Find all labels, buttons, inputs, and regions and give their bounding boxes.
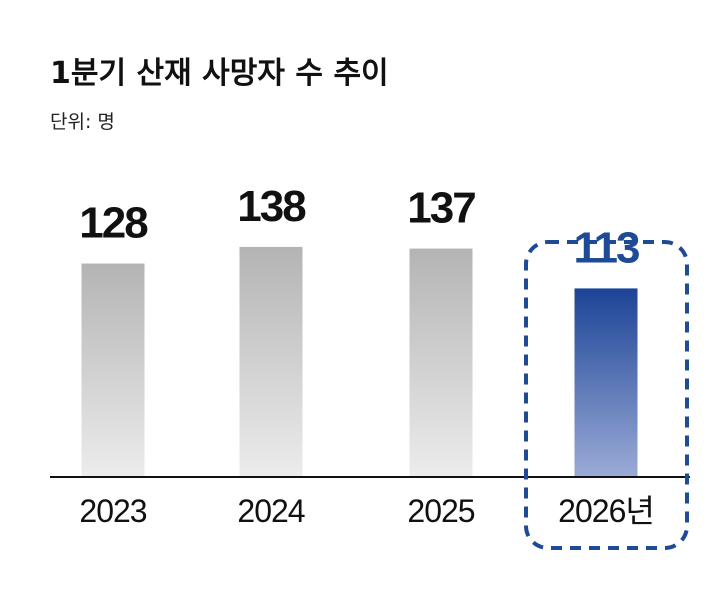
value-label-1: 128 xyxy=(79,199,148,248)
bar-4 xyxy=(574,288,638,476)
bar-2 xyxy=(239,246,303,476)
highlight-box xyxy=(524,240,689,550)
bar-1 xyxy=(81,263,145,476)
x-tick-label-1: 2023 xyxy=(79,493,146,529)
chart-title: 1분기 산재 사망자 수 추이 xyxy=(50,56,389,91)
x-tick-label-2: 2024 xyxy=(237,493,304,529)
x-tick-label-3: 2025 xyxy=(407,493,474,529)
value-label-2: 138 xyxy=(237,182,306,231)
value-label-3: 137 xyxy=(407,184,475,233)
bar-3 xyxy=(409,248,473,476)
value-label-4: 113 xyxy=(574,223,640,272)
chart-subtitle: 단위: 명 xyxy=(50,111,115,133)
x-tick-label-4: 2026년 xyxy=(558,493,654,529)
bars: 128 2023 138 2024 137 2025 113 2026년 xyxy=(79,182,655,529)
